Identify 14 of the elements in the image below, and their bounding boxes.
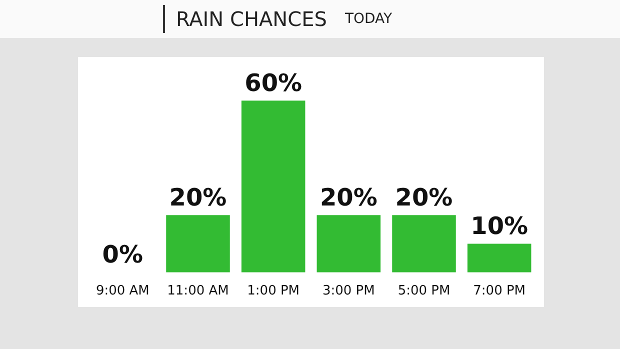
x-tick-label: 5:00 PM bbox=[398, 284, 450, 299]
x-tick-label: 1:00 PM bbox=[247, 284, 300, 299]
data-label: 20% bbox=[395, 183, 453, 212]
data-label: 0% bbox=[102, 240, 144, 269]
x-tick-label: 11:00 AM bbox=[167, 284, 229, 299]
x-tick-label: 9:00 AM bbox=[96, 284, 150, 299]
x-tick-label: 3:00 PM bbox=[322, 284, 375, 299]
data-label: 10% bbox=[470, 212, 528, 240]
chart-subtitle: TODAY bbox=[344, 11, 392, 27]
data-label: 60% bbox=[244, 68, 302, 97]
data-label: 20% bbox=[169, 183, 227, 212]
x-tick-label: 7:00 PM bbox=[473, 284, 526, 299]
chart-title: RAIN CHANCES bbox=[176, 7, 327, 31]
data-label: 20% bbox=[320, 183, 378, 212]
